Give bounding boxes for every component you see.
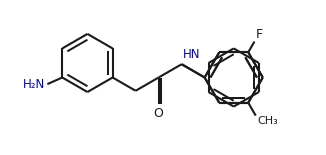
Text: HN: HN — [183, 48, 200, 61]
Text: O: O — [154, 107, 164, 120]
Text: CH₃: CH₃ — [258, 116, 278, 126]
Text: F: F — [255, 28, 262, 41]
Text: H₂N: H₂N — [22, 78, 45, 91]
